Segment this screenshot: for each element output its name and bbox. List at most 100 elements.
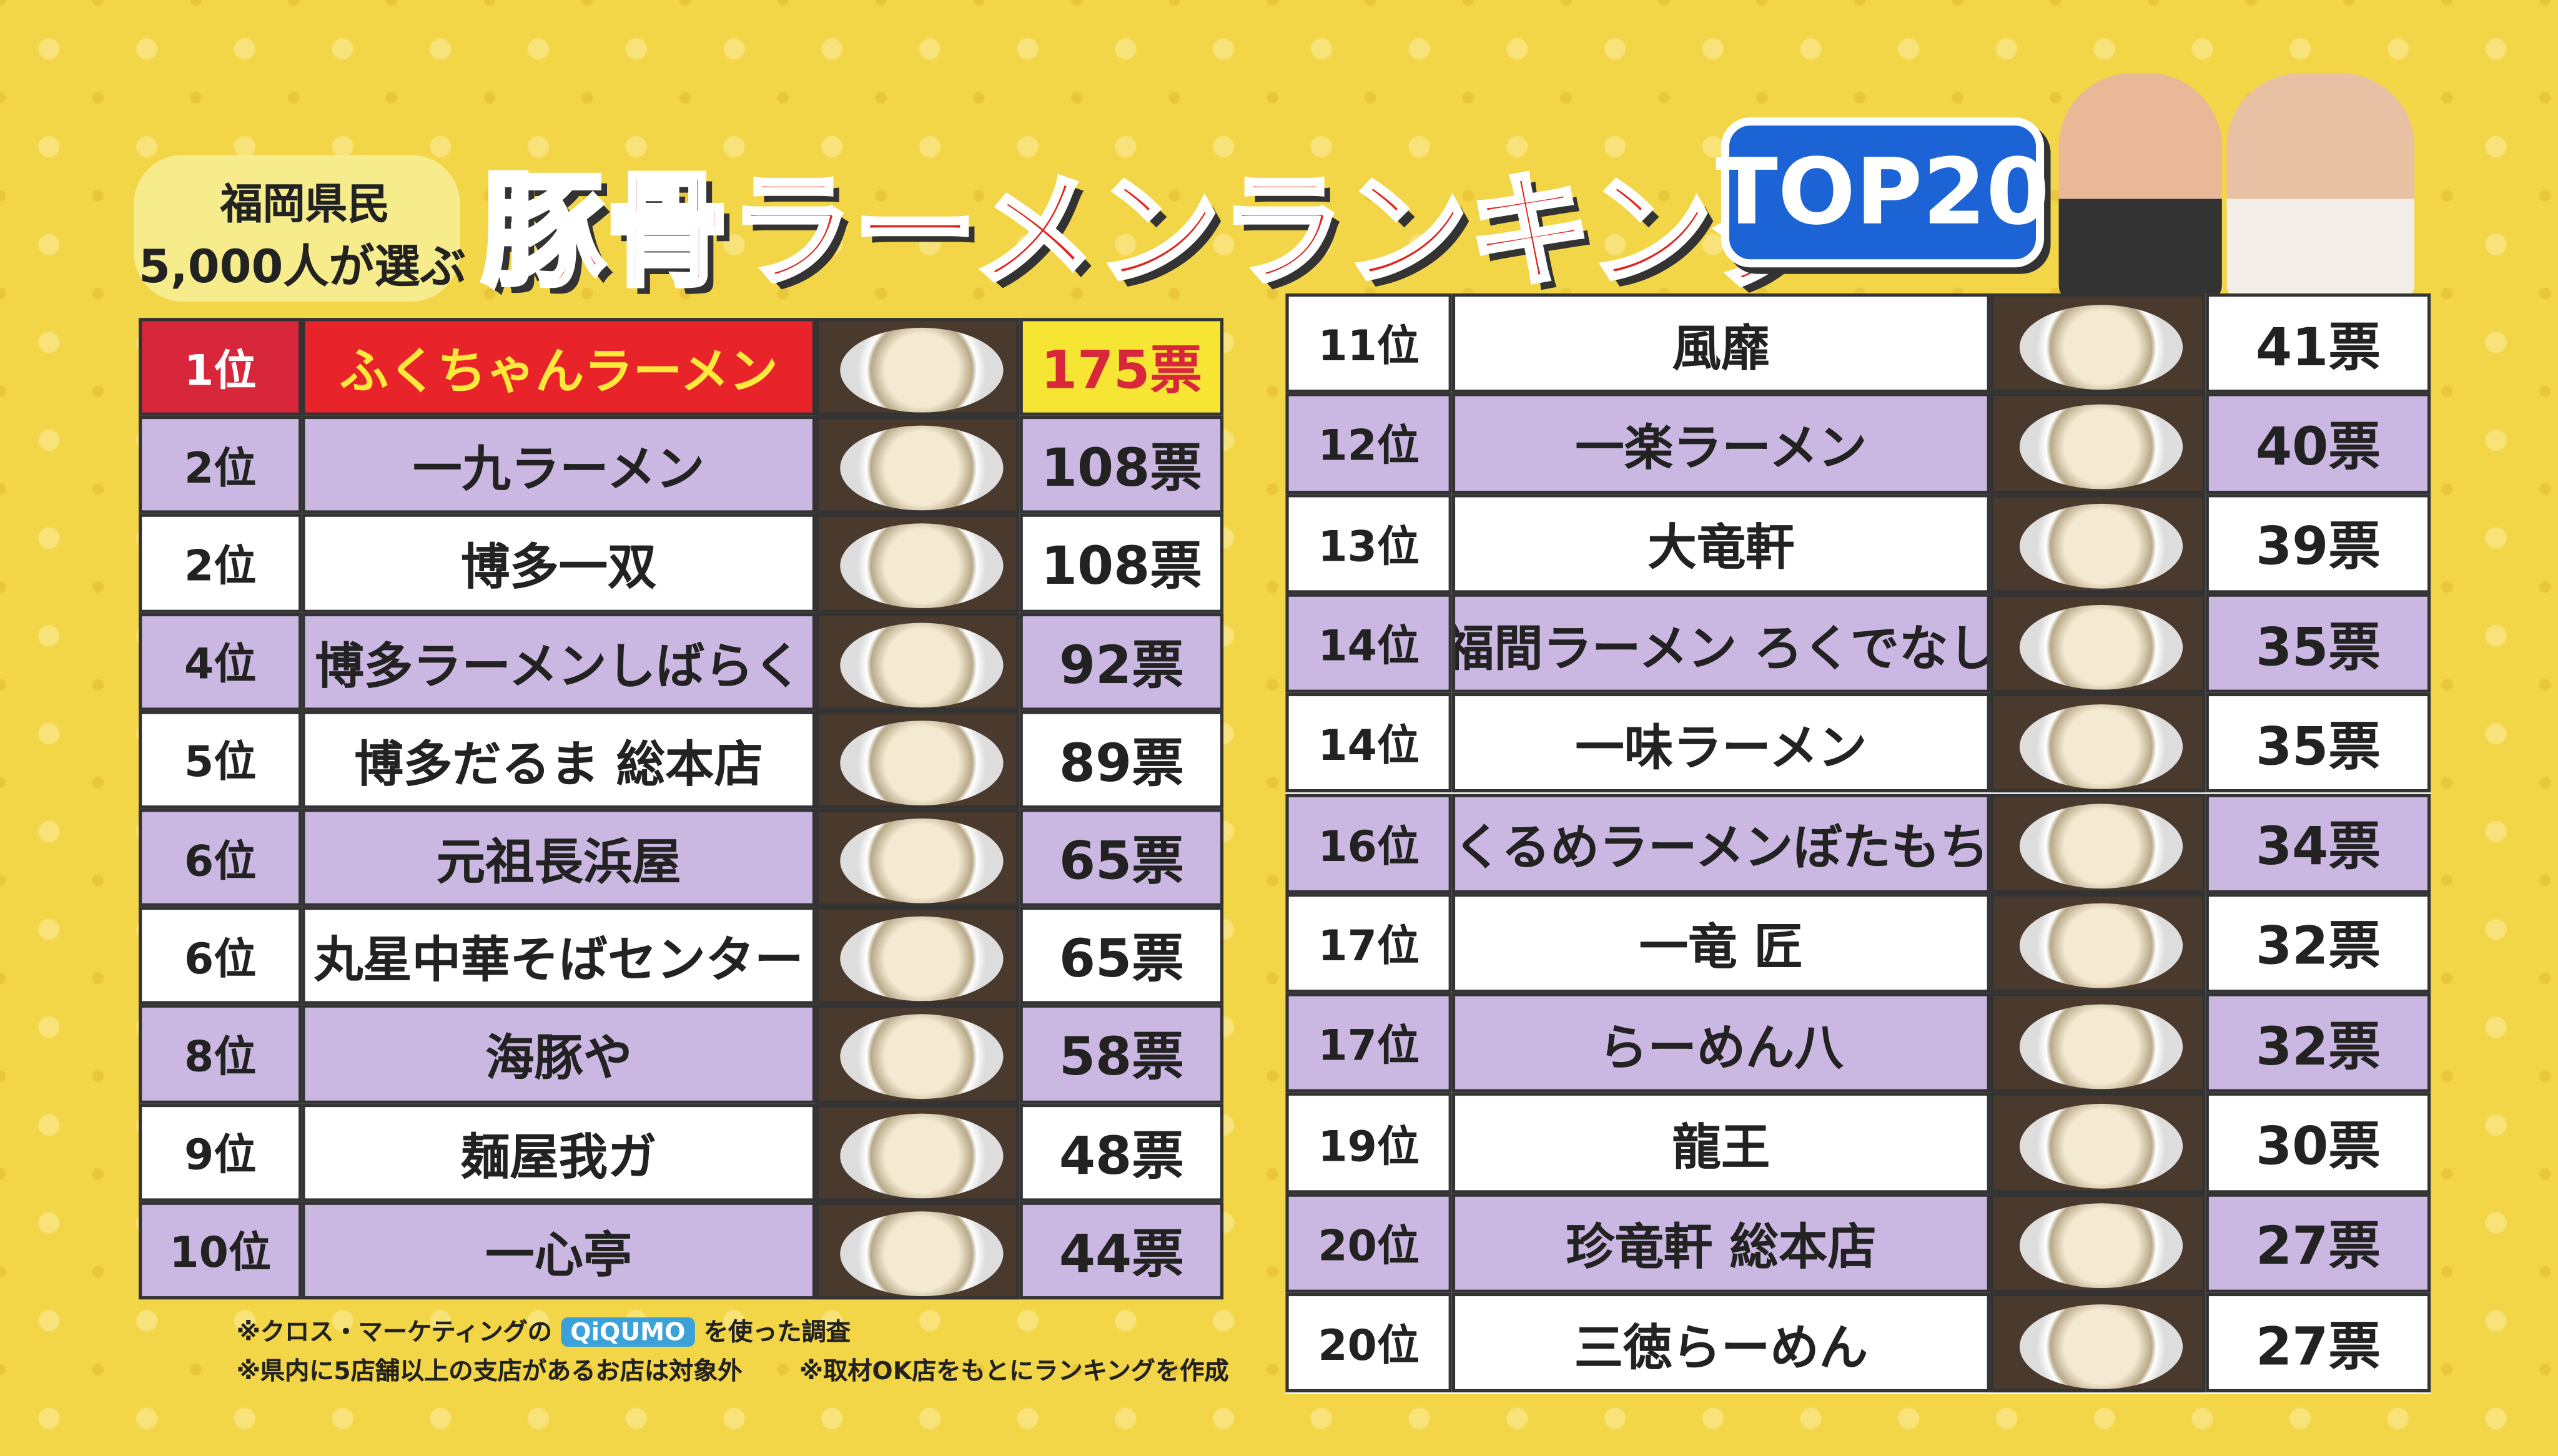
votes-cell: 108票 <box>1019 514 1224 612</box>
votes-cell: 89票 <box>1019 711 1224 809</box>
footnote: ※県内に5店舗以上の支店があるお店は対象外 <box>236 1356 743 1386</box>
rank-cell: 1位 <box>139 318 302 416</box>
rank-cell: 8位 <box>139 1005 302 1103</box>
rank-cell: 19位 <box>1285 1093 1452 1193</box>
votes-cell: 175票 <box>1019 318 1224 416</box>
votes-cell: 32票 <box>2205 993 2431 1093</box>
rank-cell: 2位 <box>139 416 302 514</box>
rank-cell: 14位 <box>1285 593 1452 694</box>
ranking-table-right: 11位 風靡 41票 12位 一楽ラーメン 40票 13位 大竜軒 39票 14位 福間ラーメン ろ… <box>1285 293 2431 1394</box>
votes-cell: 40票 <box>2205 393 2431 494</box>
bowl <box>2019 404 2183 489</box>
badge-line: 福岡県民 <box>220 180 390 230</box>
votes-cell: 65票 <box>1019 907 1224 1005</box>
photo <box>1990 893 2206 993</box>
bowl <box>2019 804 2183 889</box>
footnote: ※クロス・マーケティングの QiQUMO を使った調査 <box>237 1314 851 1349</box>
rank-cell: 16位 <box>1285 793 1452 893</box>
name-cell: 博多一双 <box>302 514 816 612</box>
name-cell: 丸星中華そばセンター <box>302 907 816 1005</box>
rank-cell: 11位 <box>1285 293 1452 394</box>
votes-cell: 39票 <box>2205 493 2431 594</box>
votes-cell: 58票 <box>1019 1005 1224 1103</box>
bowl <box>2019 604 2183 689</box>
votes-cell: 41票 <box>2205 293 2431 394</box>
name-cell: 一九ラーメン <box>302 416 816 514</box>
bowl <box>839 426 1003 511</box>
name-cell: らーめん八 <box>1451 993 1990 1093</box>
name-cell: 三徳らーめん <box>1451 1292 1990 1393</box>
votes-cell: 92票 <box>1019 612 1224 711</box>
ranking-table-left: 1位 ふくちゃんラーメン 175票 2位 一九ラーメン 108票 2位 博多一双 108票 4位博… <box>139 318 1224 1300</box>
bowl <box>2019 1003 2183 1089</box>
photo <box>816 1103 1020 1202</box>
bowl <box>839 622 1003 707</box>
photo <box>1990 693 2206 794</box>
photo <box>816 1201 1020 1300</box>
rank-cell: 6位 <box>139 907 302 1005</box>
name-cell: 風靡 <box>1451 293 1990 394</box>
footnote-text: ※クロス・マーケティングの <box>236 1317 552 1347</box>
rank-cell: 12位 <box>1285 393 1452 494</box>
photo <box>816 907 1020 1005</box>
rank-cell: 17位 <box>1285 893 1452 993</box>
footnote: ※取材OK店をもとにランキングを作成 <box>799 1356 1229 1386</box>
name-cell: 一心亭 <box>302 1201 816 1300</box>
votes-cell: 35票 <box>2205 593 2431 694</box>
bowl <box>2019 1304 2183 1389</box>
name-cell: 一味ラーメン <box>1451 693 1990 794</box>
presenter <box>2058 73 2222 302</box>
bowl <box>2019 1103 2183 1189</box>
bowl <box>2019 304 2183 390</box>
photo <box>1990 1292 2206 1393</box>
rank-cell: 2位 <box>139 514 302 612</box>
photo <box>816 318 1020 416</box>
name-cell: ふくちゃんラーメン <box>302 318 816 416</box>
bowl <box>2019 704 2183 789</box>
bowl <box>839 720 1003 805</box>
photo <box>816 1005 1020 1103</box>
bowl <box>839 1113 1003 1198</box>
bowl <box>2019 1204 2183 1289</box>
rank-cell: 13位 <box>1285 493 1452 594</box>
photo <box>816 514 1020 612</box>
rank-cell: 5位 <box>139 711 302 809</box>
rank-cell: 6位 <box>139 809 302 907</box>
name-cell: 一竜 匠 <box>1451 893 1990 993</box>
votes-cell: 48票 <box>1019 1103 1224 1202</box>
presenter <box>2226 73 2415 302</box>
name-cell: 海豚や <box>302 1005 816 1103</box>
name-cell: 大竜軒 <box>1451 493 1990 594</box>
bowl <box>839 328 1003 413</box>
rank-cell: 4位 <box>139 612 302 711</box>
name-cell: 龍王 <box>1451 1093 1990 1193</box>
photo <box>816 416 1020 514</box>
photo <box>816 711 1020 809</box>
name-cell: 福間ラーメン ろくでなし <box>1451 593 1990 694</box>
bowl <box>2019 504 2183 589</box>
votes-cell: 27票 <box>2205 1193 2431 1293</box>
photo <box>816 809 1020 907</box>
photo <box>1990 493 2206 594</box>
votes-cell: 32票 <box>2205 893 2431 993</box>
bowl <box>839 1211 1003 1296</box>
photo <box>1990 793 2206 893</box>
photo <box>1990 1093 2206 1193</box>
rank-cell: 17位 <box>1285 993 1452 1093</box>
rank-cell: 14位 <box>1285 693 1452 794</box>
name-cell: 元祖長浜屋 <box>302 809 816 907</box>
bowl <box>839 917 1003 1002</box>
photo <box>1990 293 2206 394</box>
badge-line: 5,000人が選ぶ <box>139 239 466 294</box>
footnote-text: を使った調査 <box>703 1317 851 1347</box>
name-cell: 一楽ラーメン <box>1451 393 1990 494</box>
name-cell: 博多ラーメンしばらく <box>302 612 816 711</box>
photo <box>816 612 1020 711</box>
top-badge: TOP20 <box>1716 117 2050 268</box>
name-cell: 博多だるま 総本店 <box>302 711 816 809</box>
photo <box>1990 993 2206 1093</box>
name-cell: 珍竜軒 総本店 <box>1451 1193 1990 1293</box>
photo <box>1990 393 2206 494</box>
logo: QiQUMO <box>560 1317 696 1347</box>
